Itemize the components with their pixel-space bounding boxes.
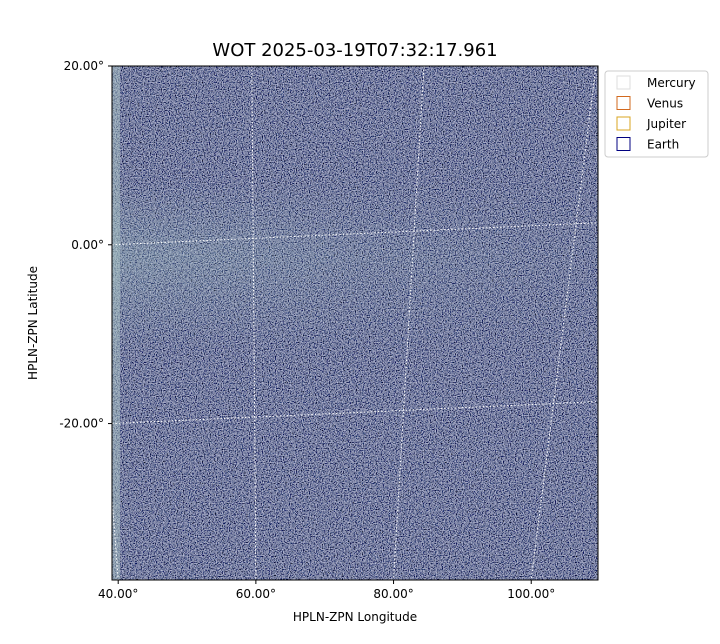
legend-label: Mercury — [647, 76, 696, 90]
legend-marker — [616, 96, 631, 110]
chart-title: WOT 2025-03-19T07:32:17.961 — [212, 40, 497, 61]
image — [112, 66, 598, 580]
x-axis-label: HPLN-ZPN Longitude — [293, 610, 417, 624]
grid-line — [251, 66, 257, 580]
plot-frame — [111, 65, 599, 581]
grid-line — [112, 401, 598, 425]
legend — [604, 70, 709, 158]
y-tick-label: -20.00° — [59, 417, 104, 431]
x-tick-label: 80.00° — [373, 587, 413, 601]
legend-marker — [616, 75, 631, 90]
y-tick-label: 0.00° — [71, 238, 104, 252]
legend-marker — [616, 116, 631, 131]
legend-marker — [616, 137, 631, 151]
y-tick-label: 20.00° — [64, 59, 104, 73]
x-tick-label: 100.00° — [507, 587, 555, 601]
y-axis-label: HPLN-ZPN Latitude — [26, 266, 40, 380]
grid-line — [530, 66, 597, 580]
legend-label: Venus — [647, 97, 683, 111]
grid-line — [112, 222, 598, 246]
x-tick-label: 40.00° — [98, 587, 138, 601]
legend-label: Jupiter — [646, 117, 686, 131]
x-tick-label: 60.00° — [236, 587, 276, 601]
legend-label: Earth — [647, 138, 679, 152]
